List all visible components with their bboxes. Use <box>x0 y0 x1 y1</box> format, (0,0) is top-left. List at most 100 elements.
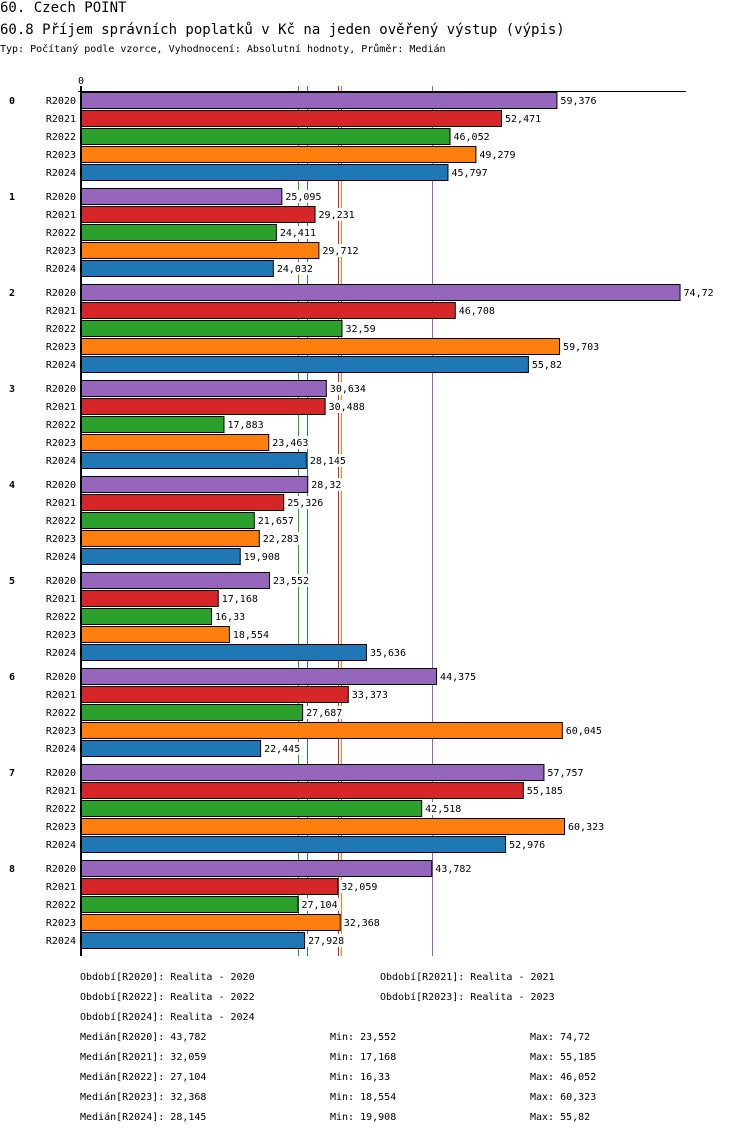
data-label: 22,283 <box>263 534 299 545</box>
series-label: R2022 <box>46 804 76 815</box>
data-label-bg <box>546 766 586 779</box>
data-label-bg <box>226 418 266 431</box>
bar <box>81 92 558 109</box>
legend-period-r2020: Období[R2020]: Realita - 2020 <box>80 972 255 983</box>
bar <box>81 356 529 373</box>
stat-max-r2022: Max: 46,052 <box>530 1072 597 1083</box>
series-label: R2021 <box>46 498 76 509</box>
data-label-bg <box>342 916 382 929</box>
data-label-bg <box>321 244 361 257</box>
data-label-bg <box>340 880 380 893</box>
series-label: R2022 <box>46 900 76 911</box>
data-label: 43,782 <box>435 864 471 875</box>
bar <box>81 548 241 565</box>
data-label-bg <box>344 322 378 335</box>
bar <box>81 590 219 607</box>
bar <box>81 818 566 835</box>
series-label: R2020 <box>46 96 76 107</box>
category-label: 8 <box>9 864 15 875</box>
data-label-bg <box>307 934 347 947</box>
data-label-bg <box>263 742 303 755</box>
stat-max-r2020: Max: 74,72 <box>530 1032 591 1043</box>
data-label: 25,095 <box>285 192 321 203</box>
bar <box>81 284 681 301</box>
series-label: R2023 <box>46 342 76 353</box>
category-label: 5 <box>9 576 15 587</box>
data-label: 32,368 <box>344 918 380 929</box>
data-label: 24,411 <box>280 228 316 239</box>
series-label: R2021 <box>46 306 76 317</box>
data-label-bg <box>308 454 349 467</box>
data-label-bg <box>271 436 311 449</box>
data-label: 32,059 <box>341 882 377 893</box>
series-label: R2023 <box>46 438 76 449</box>
series-label: R2023 <box>46 822 76 833</box>
series-label: R2023 <box>46 726 76 737</box>
stat-median-r2022: Medián[R2022]: 27,104 <box>80 1072 207 1083</box>
series-label: R2024 <box>46 744 76 755</box>
data-label: 28,145 <box>310 456 346 467</box>
data-label-bg <box>508 838 548 851</box>
bar <box>81 434 270 451</box>
bar <box>81 860 433 877</box>
series-label: R2020 <box>46 672 76 683</box>
data-label-bg <box>504 112 544 125</box>
series-label: R2021 <box>46 402 76 413</box>
stat-min-r2024: Min: 19,908 <box>330 1112 397 1123</box>
x-tick-label: 0 <box>78 76 84 87</box>
data-label: 46,708 <box>459 306 495 317</box>
data-label-bg <box>682 286 716 299</box>
data-label-bg <box>450 166 490 179</box>
stat-max-r2023: Max: 60,323 <box>530 1092 597 1103</box>
series-label: R2024 <box>46 840 76 851</box>
series-label: R2024 <box>46 264 76 275</box>
data-label: 45,797 <box>451 168 487 179</box>
series-label: R2022 <box>46 132 76 143</box>
series-label: R2022 <box>46 228 76 239</box>
series-label: R2024 <box>46 936 76 947</box>
bar <box>81 494 285 511</box>
category-label: 1 <box>9 192 15 203</box>
bar <box>81 836 507 853</box>
bar <box>81 878 339 895</box>
series-label: R2022 <box>46 612 76 623</box>
data-label: 57,757 <box>547 768 583 779</box>
data-label-bg <box>271 574 312 587</box>
bar <box>81 782 524 799</box>
data-label: 30,488 <box>329 402 365 413</box>
series-label: R2024 <box>46 552 76 563</box>
category-label: 4 <box>9 480 15 491</box>
data-label-bg <box>300 898 340 911</box>
series-label: R2023 <box>46 246 76 257</box>
stat-median-r2023: Medián[R2023]: 32,368 <box>80 1092 207 1103</box>
data-label: 33,373 <box>352 690 388 701</box>
data-label-bg <box>424 802 464 815</box>
data-label: 49,279 <box>479 150 515 161</box>
data-label-bg <box>350 688 390 701</box>
bar <box>81 302 456 319</box>
bar <box>81 146 477 163</box>
bar <box>81 416 225 433</box>
category-label: 0 <box>9 96 15 107</box>
data-label-bg <box>564 724 604 737</box>
bar <box>81 164 449 181</box>
data-label: 28,32 <box>311 480 341 491</box>
series-label: R2024 <box>46 168 76 179</box>
page-title: 60. Czech POINT <box>0 0 127 16</box>
data-label: 27,104 <box>301 900 337 911</box>
stat-min-r2021: Min: 17,168 <box>330 1052 397 1063</box>
data-label-bg <box>261 532 301 545</box>
series-label: R2023 <box>46 534 76 545</box>
data-label-bg <box>457 304 497 317</box>
data-label: 22,445 <box>264 744 300 755</box>
bar <box>81 476 309 493</box>
data-label-bg <box>286 496 326 509</box>
legend-period-r2021: Období[R2021]: Realita - 2021 <box>380 972 555 983</box>
stat-median-r2021: Medián[R2021]: 32,059 <box>80 1052 207 1063</box>
data-label-bg <box>214 610 248 623</box>
stat-min-r2022: Min: 16,33 <box>330 1072 391 1083</box>
bar <box>81 572 270 589</box>
bar <box>81 740 262 757</box>
bar <box>81 530 260 547</box>
data-label: 17,168 <box>222 594 258 605</box>
